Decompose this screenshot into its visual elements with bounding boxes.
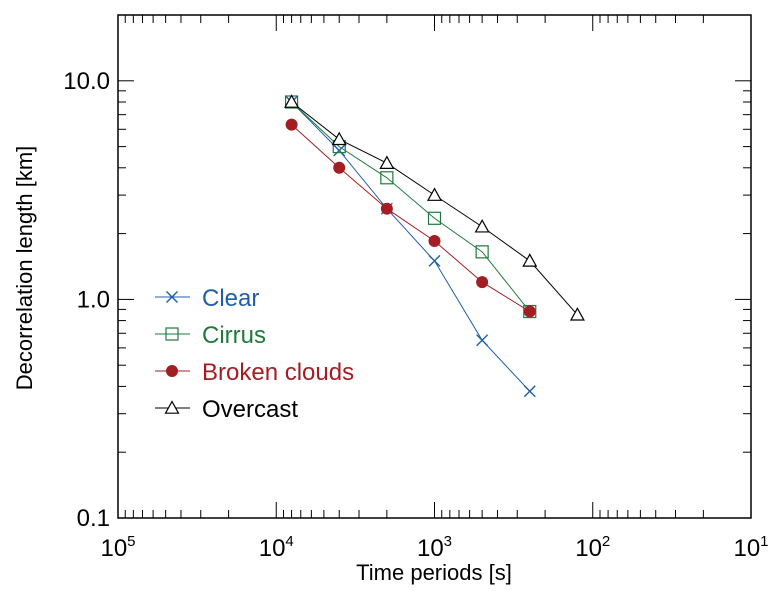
legend-marker [164,400,180,414]
y-tick-label: 0.1 [77,505,110,532]
x-tick-base: 10 [575,535,602,562]
data-point [523,305,536,318]
legend-item: Overcast [155,396,298,423]
x-tick-label: 104 [259,533,294,562]
x-tick-label: 103 [417,533,452,562]
axis-ticks [118,14,752,519]
data-point [474,218,490,233]
x-tick-base: 10 [259,535,286,562]
x-stroke [523,385,536,398]
x-tick-base: 10 [417,535,444,562]
data-point [476,276,489,289]
legend-item: Clear [155,285,259,312]
legend-item: Broken clouds [155,359,354,386]
series-line [291,101,578,316]
y-tick-label: 10.0 [63,68,110,95]
x-tick-exponent: 2 [602,533,610,550]
x-tick-exponent: 1 [760,533,768,550]
data-point [569,307,585,321]
data-point [379,155,395,169]
series-3 [284,94,585,321]
x-stroke [166,291,178,303]
x-stroke [333,144,346,157]
legend-label: Cirrus [202,322,266,349]
series-1 [284,95,537,319]
x-stroke [476,334,489,347]
series-line [291,101,531,392]
data-point [476,334,489,347]
x-tick-label: 101 [733,533,768,562]
x-tick-base: 10 [100,535,127,562]
data-point [380,202,393,215]
legend-marker [166,365,178,377]
series-line [291,101,531,312]
data-point [331,131,347,146]
x-tick-base: 10 [733,535,760,562]
legend-marker [165,327,179,341]
x-axis-title: Time periods [s] [356,560,512,585]
data-point [285,118,298,131]
x-tick-exponent: 4 [285,533,293,550]
data-point [522,253,538,267]
series-line [291,124,531,312]
series-layer [284,94,585,398]
x-stroke [428,254,441,267]
legend-label: Clear [202,285,259,312]
data-point [475,245,489,259]
x-tick-label: 102 [575,533,610,562]
data-point [333,144,346,157]
data-point [380,171,394,185]
y-tick-label: 1.0 [77,286,110,313]
x-tick-exponent: 3 [444,533,452,550]
data-point [428,254,441,267]
legend-label: Broken clouds [202,359,354,386]
legend-label: Overcast [202,396,298,423]
data-point [284,94,300,108]
series-2 [285,118,536,318]
y-axis-title: Decorrelation length [km] [12,146,37,391]
plot-frame [117,14,752,519]
x-tick-exponent: 5 [127,533,135,550]
legend-marker [166,291,178,303]
data-point [333,161,346,174]
legend-item: Cirrus [155,322,266,349]
data-point [426,187,443,201]
series-0 [285,95,536,398]
data-point [523,385,536,398]
x-tick-label: 105 [100,533,135,562]
data-point [427,211,442,225]
legend: Clear Cirrus Broken clouds Overcast [155,285,354,423]
data-point [428,234,441,247]
